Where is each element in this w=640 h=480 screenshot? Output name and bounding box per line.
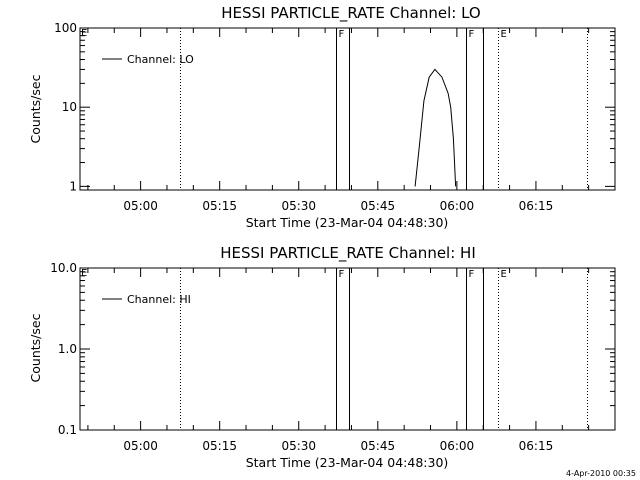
x-tick-label: 06:15 [519, 199, 554, 213]
timestamp: 4-Apr-2010 00:35 [566, 469, 636, 478]
y-ticks: 0.1 1.0 10.0 [50, 261, 615, 437]
series-line [414, 68, 457, 187]
plot-frame [79, 27, 616, 191]
x-tick-label: 05:45 [361, 199, 396, 213]
x-tick-label: 06:00 [440, 199, 475, 213]
x-tick-label: 05:15 [202, 199, 237, 213]
x-tick-label: 06:15 [519, 439, 554, 453]
marker-label: F [339, 29, 345, 40]
chart-title: HESSI PARTICLE_RATE Channel: LO [221, 4, 480, 23]
x-axis-label: Start Time (23-Mar-04 04:48:30) [246, 455, 449, 470]
x-ticks: 05:00 05:15 05:30 05:45 06:00 06:15 [87, 268, 616, 453]
panel-hi: HESSI PARTICLE_RATE Channel: HI Counts/s… [28, 244, 616, 470]
x-tick-label: 05:45 [361, 439, 396, 453]
y-tick-label: 10.0 [50, 261, 77, 275]
marker-label: F [339, 269, 345, 280]
panel-lo: HESSI PARTICLE_RATE Channel: LO Counts/s… [28, 4, 616, 230]
y-axis-label: Counts/sec [28, 74, 43, 143]
chart-title: HESSI PARTICLE_RATE Channel: HI [220, 244, 476, 263]
x-tick-label: 05:00 [123, 199, 158, 213]
x-tick-label: 05:30 [281, 199, 316, 213]
marker-label: F [469, 269, 475, 280]
x-tick-label: 05:30 [281, 439, 316, 453]
corner-label: E [81, 268, 87, 279]
marker-label: E [501, 269, 507, 280]
x-ticks: 05:00 05:15 05:30 05:45 06:00 06:15 [87, 28, 616, 213]
x-tick-label: 05:00 [123, 439, 158, 453]
x-axis-label: Start Time (23-Mar-04 04:48:30) [246, 215, 449, 230]
plot-frame [79, 267, 616, 431]
y-ticks: 1 10 100 [54, 21, 615, 193]
y-tick-label: 1 [69, 179, 77, 193]
legend-entry: Channel: HI [127, 293, 191, 306]
y-tick-label: 100 [54, 21, 77, 35]
corner-label: E [81, 28, 87, 39]
x-tick-label: 05:15 [202, 439, 237, 453]
y-tick-label: 10 [62, 100, 77, 114]
y-tick-label: 0.1 [58, 423, 77, 437]
y-axis-label: Counts/sec [28, 313, 43, 382]
marker-label: F [469, 29, 475, 40]
y-tick-label: 1.0 [58, 342, 77, 356]
legend-entry: Channel: LO [127, 53, 194, 66]
marker-label: E [501, 29, 507, 40]
x-tick-label: 06:00 [440, 439, 475, 453]
